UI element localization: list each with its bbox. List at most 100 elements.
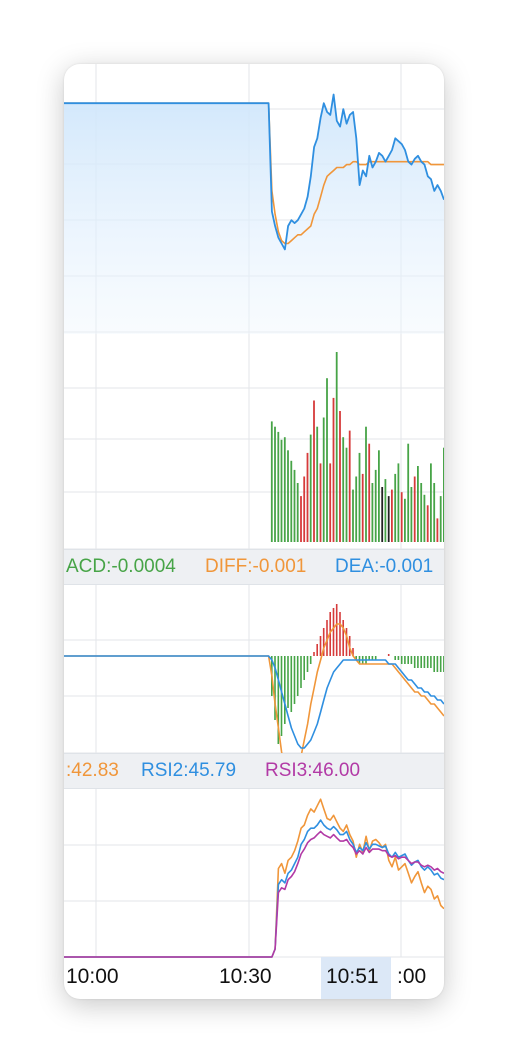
time-axis-label: 10:30 <box>219 965 272 988</box>
macd-histogram-bar <box>410 656 413 664</box>
macd-histogram-bar <box>287 656 289 708</box>
volume-bar <box>339 411 341 542</box>
volume-bar <box>417 466 419 542</box>
dea-line <box>64 655 444 749</box>
volume-bar <box>394 473 397 542</box>
volume-bar <box>280 439 283 542</box>
volume-bar <box>365 426 367 542</box>
macd-histogram-bar <box>371 656 374 660</box>
volume-bar <box>287 450 289 542</box>
macd-histogram-bar <box>430 656 432 668</box>
macd-histogram-bar <box>274 656 276 720</box>
volume-bar <box>439 496 442 542</box>
volume-bar <box>384 479 387 542</box>
time-axis-label: 10:00 <box>66 965 119 988</box>
macd-histogram-bar <box>316 644 318 656</box>
macd-histogram-bar <box>345 628 348 656</box>
volume-bar <box>300 496 302 542</box>
macd-histogram-bar <box>313 652 315 656</box>
volume-bar <box>342 437 345 542</box>
crosshair-time-highlight <box>321 957 391 999</box>
rsi1-line <box>64 798 444 958</box>
volume-bar <box>352 489 354 542</box>
macd-histogram-bar <box>339 612 341 656</box>
volume-bar <box>274 426 276 542</box>
macd-value-label: ACD:-0.0004 <box>66 556 176 577</box>
macd-histogram-bar <box>309 656 312 664</box>
volume-bar <box>319 463 322 542</box>
macd-histogram-bar <box>407 656 409 664</box>
volume-bar <box>303 476 306 542</box>
volume-bar <box>410 487 413 542</box>
volume-bar <box>345 447 348 542</box>
dea-value-label: DEA:-0.001 <box>335 556 434 577</box>
macd-histogram-bar <box>443 656 444 672</box>
volume-bar <box>296 483 299 542</box>
volume-bar <box>436 518 439 542</box>
volume-bar <box>332 397 335 542</box>
chart-card: ACD:-0.0004 DIFF:-0.001 DEA:-0.001 :42.8… <box>64 64 444 999</box>
volume-bar <box>407 443 410 542</box>
macd-histogram-bar <box>423 656 426 668</box>
volume-bar <box>277 431 280 542</box>
volume-bar <box>387 496 390 542</box>
macd-histogram-bar <box>322 628 325 656</box>
macd-histogram-bar <box>400 656 403 664</box>
macd-histogram-bar <box>277 656 280 744</box>
volume-bar <box>397 463 400 542</box>
rsi-legend-bar: :42.83 RSI2:45.79 RSI3:46.00 <box>64 753 444 789</box>
volume-bar <box>283 437 286 542</box>
macd-histogram-bar <box>417 656 419 668</box>
macd-histogram-bar <box>326 620 328 656</box>
macd-histogram-bar <box>293 656 296 704</box>
diff-value-label: DIFF:-0.001 <box>205 556 307 577</box>
macd-histogram-bar <box>368 656 370 660</box>
macd-histogram-bar <box>433 656 435 672</box>
macd-histogram-bar <box>420 656 422 668</box>
macd-histogram-bar <box>342 620 344 656</box>
price-area-fill <box>64 94 444 334</box>
macd-histogram-bar <box>319 636 322 656</box>
volume-bar <box>358 452 361 542</box>
volume-bar <box>423 494 426 542</box>
macd-histogram-bar <box>290 656 293 712</box>
price-line <box>64 93 444 251</box>
macd-histogram-bar <box>335 604 338 656</box>
macd-histogram-bar <box>300 656 302 688</box>
volume-bar <box>348 430 351 542</box>
macd-histogram-bar <box>374 656 377 660</box>
volume-bar <box>443 447 444 542</box>
volume-bar <box>433 483 436 542</box>
volume-bar <box>355 476 358 542</box>
macd-histogram-bar <box>413 656 416 668</box>
volume-bar <box>420 483 423 542</box>
volume-bar <box>374 469 377 542</box>
volume-bar <box>335 352 338 542</box>
volume-bar <box>391 489 393 542</box>
volume-bar <box>329 463 332 542</box>
macd-histogram-bar <box>387 654 390 656</box>
rsi3-value-label: RSI3:46.00 <box>265 760 361 781</box>
macd-histogram-bar <box>439 656 442 672</box>
volume-bar <box>309 434 312 542</box>
macd-histogram-bar <box>296 656 299 696</box>
rsi1-value-label: :42.83 <box>66 760 119 781</box>
macd-histogram-bar <box>332 608 335 656</box>
macd-histogram-bar <box>436 656 439 672</box>
macd-histogram-bar <box>303 656 305 680</box>
macd-histogram-bar <box>355 656 357 660</box>
volume-bar <box>404 498 406 542</box>
macd-histogram-bar <box>397 656 400 660</box>
rsi2-value-label: RSI2:45.79 <box>141 760 237 781</box>
time-axis-active-label: 10:51 <box>326 965 379 988</box>
volume-bar <box>413 476 416 542</box>
chart-canvas[interactable] <box>64 64 444 999</box>
macd-histogram-bar <box>284 656 286 724</box>
macd-histogram-bar <box>394 656 396 660</box>
volume-bar <box>326 378 328 542</box>
rsi3-line <box>64 830 444 958</box>
macd-histogram-bar <box>352 648 354 656</box>
volume-bar <box>306 452 309 542</box>
volume-bar <box>270 421 273 542</box>
rsi2-line <box>64 819 444 958</box>
